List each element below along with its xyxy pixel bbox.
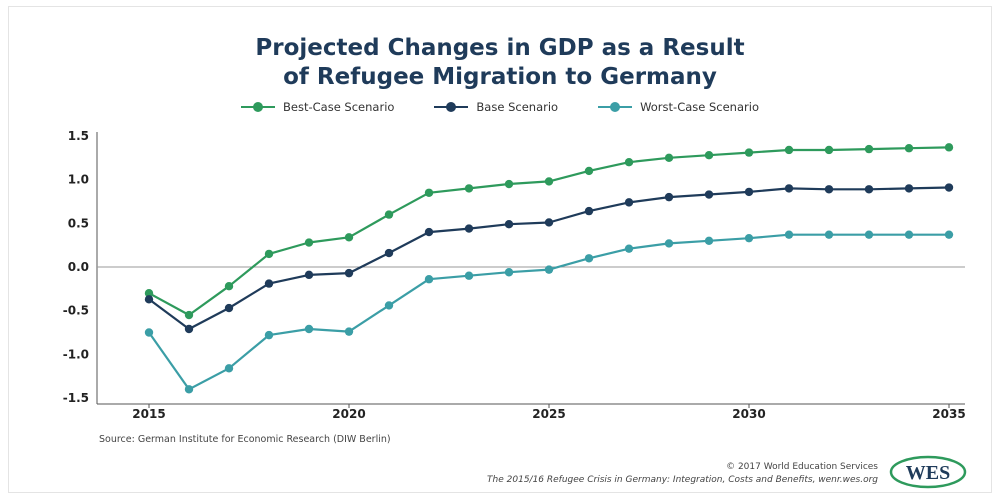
data-point <box>704 151 714 160</box>
data-point <box>504 268 514 277</box>
data-point <box>464 271 474 280</box>
data-point <box>664 153 674 163</box>
data-point <box>224 303 234 313</box>
data-point <box>624 158 634 167</box>
y-tick-label: -1.0 <box>63 347 89 361</box>
legend-label-best: Best-Case Scenario <box>283 100 395 114</box>
data-point <box>904 144 914 153</box>
data-point <box>384 210 394 219</box>
data-point <box>144 295 154 304</box>
legend-swatch-best <box>241 102 276 112</box>
data-point <box>944 230 954 239</box>
legend-label-worst: Worst-Case Scenario <box>640 100 759 114</box>
data-point <box>464 184 474 193</box>
data-point <box>824 145 834 155</box>
y-tick-label: 0.0 <box>68 260 89 274</box>
x-tick-label: 2025 <box>532 407 565 421</box>
data-point <box>184 324 194 334</box>
chart-title-line-1: Projected Changes in GDP as a Result <box>255 35 745 61</box>
credit-note: The 2015/16 Refugee Crisis in Germany: I… <box>487 475 878 485</box>
legend-item-best: Best-Case Scenario <box>241 100 394 114</box>
data-point <box>304 270 314 280</box>
data-point <box>424 227 434 237</box>
data-point <box>664 192 674 202</box>
data-point <box>504 220 514 229</box>
data-point <box>744 148 754 157</box>
data-point <box>144 289 154 298</box>
data-point <box>584 166 594 176</box>
x-tick-label: 2030 <box>732 407 765 421</box>
data-point <box>224 364 234 373</box>
data-point <box>344 233 354 242</box>
legend: Best-Case Scenario Base Scenario Worst-C… <box>0 100 1000 114</box>
data-point <box>824 230 834 239</box>
data-point <box>784 184 794 193</box>
chart-frame <box>8 6 992 493</box>
data-point <box>584 254 594 263</box>
data-point <box>904 184 914 193</box>
legend-swatch-base <box>434 102 469 112</box>
data-point <box>544 218 554 227</box>
data-point <box>384 248 394 258</box>
data-point <box>184 310 194 320</box>
data-point <box>424 275 434 284</box>
copyright-note: © 2017 World Education Services <box>726 462 878 472</box>
data-point <box>704 236 714 245</box>
data-point <box>264 330 274 340</box>
data-point <box>704 190 714 199</box>
source-note: Source: German Institute for Economic Re… <box>99 434 391 445</box>
data-point <box>504 179 514 189</box>
chart-title-line-2: of Refugee Migration to Germany <box>283 64 717 90</box>
y-tick-label: 1.5 <box>68 129 89 143</box>
data-point <box>624 198 634 207</box>
data-point <box>864 185 874 194</box>
data-point <box>304 324 314 334</box>
data-point <box>224 282 234 291</box>
data-point <box>464 224 474 233</box>
data-point <box>184 385 194 394</box>
y-tick-label: 0.5 <box>68 216 89 230</box>
data-point <box>424 188 434 197</box>
x-tick-label: 2015 <box>132 407 165 421</box>
y-tick-label: -0.5 <box>63 304 89 318</box>
legend-label-base: Base Scenario <box>476 100 559 114</box>
data-point <box>784 145 794 155</box>
data-point <box>784 230 794 239</box>
y-tick-label: 1.0 <box>68 173 89 187</box>
data-point <box>344 268 354 278</box>
data-point <box>304 238 314 247</box>
x-tick-label: 2035 <box>932 407 965 421</box>
logo-text: WES <box>906 462 950 484</box>
data-point <box>864 230 874 239</box>
data-point <box>384 301 394 310</box>
legend-item-base: Base Scenario <box>434 100 558 114</box>
data-point <box>944 143 954 152</box>
data-point <box>664 239 674 248</box>
data-point <box>904 230 914 239</box>
legend-item-worst: Worst-Case Scenario <box>598 100 759 114</box>
y-tick-label: -1.5 <box>63 391 89 405</box>
data-point <box>744 233 754 243</box>
data-point <box>264 249 274 259</box>
data-point <box>544 177 554 186</box>
data-point <box>944 183 954 192</box>
data-point <box>864 144 874 154</box>
data-point <box>264 279 274 288</box>
data-point <box>144 328 154 337</box>
x-tick-label: 2020 <box>332 407 365 421</box>
data-point <box>744 187 754 197</box>
legend-swatch-worst <box>598 102 633 112</box>
data-point <box>824 185 834 194</box>
data-point <box>584 206 594 216</box>
chart-title: Projected Changes in GDP as a Result of … <box>0 34 1000 92</box>
data-point <box>624 244 634 253</box>
wes-logo: WES <box>889 455 967 489</box>
series-line-1 <box>148 186 950 331</box>
data-point <box>544 265 554 274</box>
data-point <box>344 327 354 336</box>
